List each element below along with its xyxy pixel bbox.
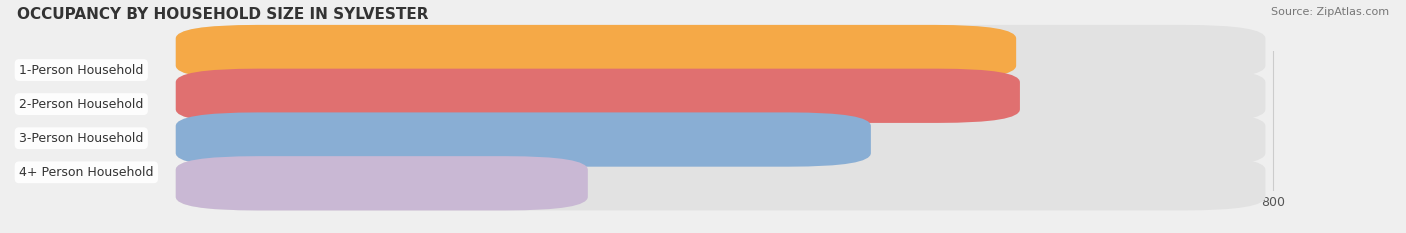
Bar: [0, 59, 1069, 81]
Bar: [0, 93, 1073, 115]
Text: 4+ Person Household: 4+ Person Household: [20, 166, 153, 179]
Text: 671: 671: [1032, 64, 1059, 76]
Bar: [0, 162, 523, 183]
Text: 3-Person Household: 3-Person Household: [20, 132, 143, 145]
Bar: [0, 93, 1385, 115]
Text: 674: 674: [1038, 98, 1063, 111]
Text: 329: 329: [540, 166, 564, 179]
Text: 2-Person Household: 2-Person Household: [20, 98, 143, 111]
Text: OCCUPANCY BY HOUSEHOLD SIZE IN SYLVESTER: OCCUPANCY BY HOUSEHOLD SIZE IN SYLVESTER: [17, 7, 429, 22]
Bar: [0, 59, 1385, 81]
Text: 1-Person Household: 1-Person Household: [20, 64, 143, 76]
Bar: [0, 128, 1385, 149]
Bar: [0, 128, 883, 149]
Text: 555: 555: [900, 132, 924, 145]
Text: Source: ZipAtlas.com: Source: ZipAtlas.com: [1271, 7, 1389, 17]
Bar: [0, 162, 1385, 183]
